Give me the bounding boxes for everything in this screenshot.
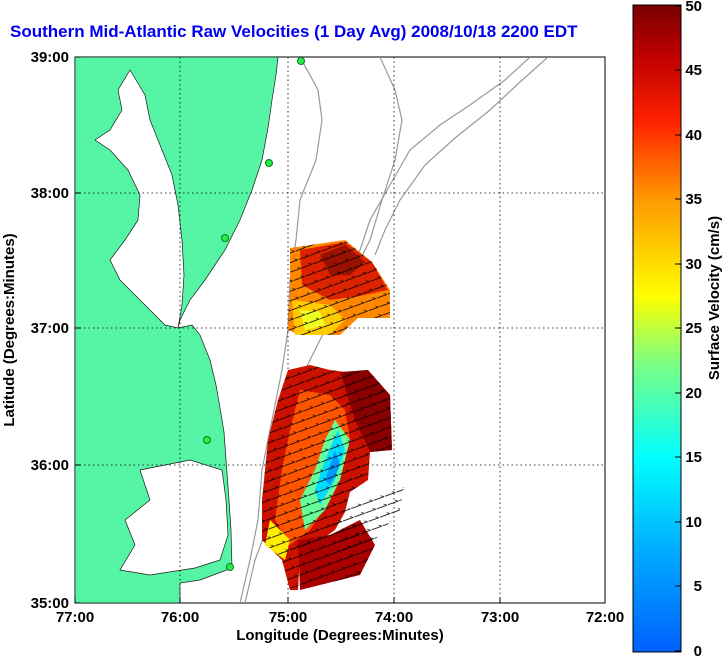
velocity-field-north [288,240,390,335]
colorbar-ticks [675,5,681,652]
radar-station-marker [265,159,273,167]
colorbar-tick-label: 15 [685,449,702,466]
shelf-contour-far [374,57,549,256]
velocity-field-south [262,365,405,590]
x-tick-label: 74:00 [375,609,413,626]
axis-ticks [74,56,606,604]
colorbar-label: Surface Velocity (cm/s) [706,216,723,380]
y-tick-labels: 39:00 38:00 37:00 36:00 35:00 [31,49,69,612]
x-tick-label: 73:00 [481,609,519,626]
shelf-contour-inner [239,57,323,603]
colorbar-tick-label: 10 [685,514,702,531]
x-tick-label: 72:00 [586,609,624,626]
radar-stations [203,57,305,571]
x-tick-labels: 77:00 76:00 75:00 74:00 73:00 72:00 [56,609,624,626]
land-mass [75,57,279,603]
y-tick-label: 37:00 [31,320,69,337]
x-tick-label: 76:00 [161,609,199,626]
colorbar-tick-label: 20 [685,385,702,402]
map-title: Southern Mid-Atlantic Raw Velocities (1 … [10,22,578,41]
colorbar-tick-label: 45 [685,62,702,79]
chesapeake-bay [94,69,185,329]
colorbar-tick-label: 35 [685,191,702,208]
colorbar-tick-label: 40 [685,127,702,144]
y-axis-label: Latitude (Degrees:Minutes) [1,233,18,426]
radar-station-marker [221,234,229,242]
y-tick-label: 35:00 [31,595,69,612]
colorbar-tick-label: 0 [694,643,702,659]
x-tick-label: 77:00 [56,609,94,626]
radar-station-marker [203,436,211,444]
shelf-contour-outer [347,57,531,271]
x-tick-label: 75:00 [269,609,307,626]
pamlico-sound [119,459,229,576]
x-axis-label: Longitude (Degrees:Minutes) [236,627,444,644]
colorbar-tick-label: 50 [685,0,702,15]
colorbar [632,4,682,653]
radar-station-marker [226,563,234,571]
radar-station-marker [297,57,305,65]
colorbar-tick-labels: 50 45 40 35 30 25 20 15 10 5 0 [685,0,702,659]
y-tick-label: 39:00 [31,49,69,66]
colorbar-tick-label: 30 [685,256,702,273]
colorbar-tick-label: 25 [685,320,702,337]
colorbar-tick-label: 5 [694,578,702,595]
y-tick-label: 38:00 [31,185,69,202]
y-tick-label: 36:00 [31,457,69,474]
